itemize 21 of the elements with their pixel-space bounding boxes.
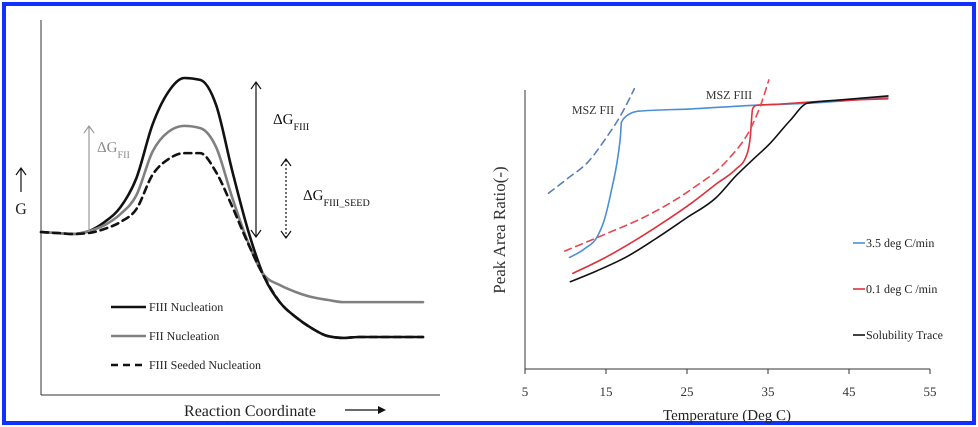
legend-label: FII Nucleation xyxy=(149,329,220,343)
x-tick-label: 55 xyxy=(924,384,936,399)
legend-label: FIII Nucleation xyxy=(149,300,224,314)
annotation: ΔG$_{FIII}$ xyxy=(273,112,310,132)
y-axis-title: G xyxy=(15,201,28,218)
x-tick-label: 35 xyxy=(762,384,774,399)
annotation: MSZ FIII xyxy=(706,88,752,102)
annotation: MSZ FII xyxy=(572,103,614,117)
legend-label: Solubility Trace xyxy=(866,328,944,342)
x-axis-title: Reaction Coordinate xyxy=(184,403,316,420)
x-tick-label: 45 xyxy=(842,384,856,399)
x-tick-label: 25 xyxy=(680,384,694,399)
x-tick-label: 15 xyxy=(600,384,612,399)
legend-label: 0.1 deg C /min xyxy=(866,282,938,296)
annotation: ΔG$_{FIII_SEED}$ xyxy=(303,188,370,208)
legend-label: 3.5 deg C/min xyxy=(866,236,934,250)
annotation: ΔG$_{FII}$ xyxy=(97,140,131,160)
y-axis-title: Peak Area Ratio(-) xyxy=(490,166,509,294)
x-tick-label: 5 xyxy=(522,384,528,399)
legend-label: FIII Seeded Nucleation xyxy=(149,358,261,372)
x-axis-title: Temperature (Deg C) xyxy=(662,408,792,424)
